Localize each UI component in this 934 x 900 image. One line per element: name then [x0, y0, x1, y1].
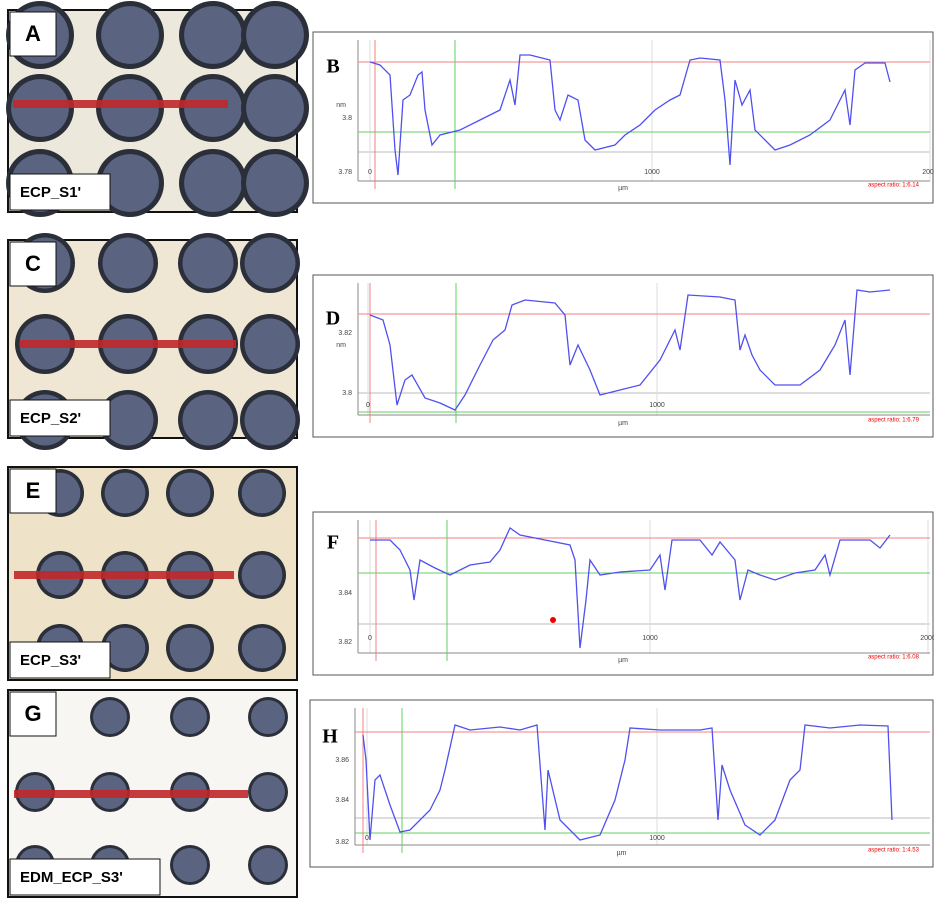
label-box	[9, 468, 57, 514]
aspect-ratio: aspect ratio: 1:6.79	[868, 418, 920, 424]
scan-line	[20, 340, 236, 348]
dimple-inner	[251, 700, 285, 734]
profile-frame	[312, 511, 934, 676]
dimple-inner	[184, 6, 242, 64]
dimple-inner	[102, 237, 154, 289]
x-axis-label: µm	[618, 185, 628, 192]
y-tick-label: 3.84	[335, 797, 349, 804]
dimple-inner	[104, 472, 146, 514]
profile-label: D	[326, 308, 340, 330]
marker-dot	[550, 617, 556, 623]
scan-line	[14, 790, 248, 798]
profile-curve	[362, 724, 893, 841]
y-tick-label: 3.82	[335, 839, 349, 846]
y-tick-label: 3.82	[338, 639, 352, 646]
dimple-inner	[184, 154, 242, 212]
dimple-inner	[241, 627, 283, 669]
profile-frame	[312, 274, 934, 438]
profile-label: F	[327, 532, 339, 554]
x-tick-label: 0	[365, 835, 369, 842]
dimple-inner	[169, 472, 211, 514]
dimple-inner	[101, 6, 159, 64]
x-axis-label: µm	[617, 850, 627, 857]
scan-line	[13, 100, 228, 108]
sample-box	[9, 641, 111, 679]
dimple-inner	[182, 394, 234, 446]
profile-curve	[369, 289, 891, 411]
sample-box	[9, 399, 111, 437]
dimple-inner	[244, 394, 296, 446]
y-tick-label: 3.84	[338, 590, 352, 597]
label-box	[9, 241, 57, 287]
label-box	[9, 11, 57, 57]
profile-label: H	[322, 726, 338, 748]
label-box	[9, 691, 57, 737]
dimple-inner	[93, 700, 127, 734]
sample-box	[9, 858, 161, 896]
x-tick-label: 2000	[922, 169, 934, 176]
y-tick-label: 3.82	[338, 330, 352, 337]
dimple-inner	[246, 154, 304, 212]
x-tick-label: 0	[368, 169, 372, 176]
x-tick-label: 1000	[649, 402, 665, 409]
dimple-inner	[169, 627, 211, 669]
image-label: E	[26, 478, 41, 503]
dimple-inner	[241, 472, 283, 514]
dimple-inner	[101, 154, 159, 212]
profile-frame	[312, 31, 934, 204]
sample-name: ECP_S3'	[20, 652, 81, 669]
profile-frame	[309, 699, 934, 868]
dimple-inner	[246, 79, 304, 137]
x-tick-label: 0	[366, 402, 370, 409]
x-tick-label: 2000	[920, 635, 934, 642]
y-axis-label: nm	[336, 342, 346, 349]
dimple-inner	[246, 6, 304, 64]
x-tick-label: 0	[368, 635, 372, 642]
scan-line	[14, 571, 234, 579]
image-label: A	[25, 21, 41, 46]
dimple-inner	[244, 237, 296, 289]
aspect-ratio: aspect ratio: 1:6.14	[868, 183, 920, 189]
y-tick-label: 3.8	[342, 115, 352, 122]
dimple-inner	[241, 554, 283, 596]
y-tick-label: 3.86	[335, 757, 349, 764]
y-axis-label: nm	[336, 102, 346, 109]
sample-name: ECP_S1'	[20, 184, 81, 201]
dimple-inner	[102, 394, 154, 446]
aspect-ratio: aspect ratio: 1:4.53	[868, 848, 920, 854]
sample-box	[9, 173, 111, 211]
profile-curves	[362, 54, 893, 841]
sample-name: EDM_ECP_S3'	[20, 869, 123, 886]
x-tick-label: 1000	[644, 169, 660, 176]
x-tick-label: 1000	[649, 835, 665, 842]
dimple-inner	[104, 627, 146, 669]
dimple-inner	[251, 775, 285, 809]
profile-label: B	[326, 56, 339, 78]
dimple-inner	[173, 848, 207, 882]
y-tick-label: 3.8	[342, 390, 352, 397]
dimple-inner	[251, 848, 285, 882]
x-axis-label: µm	[618, 657, 628, 664]
dimple-inner	[182, 237, 234, 289]
dimple-inner	[244, 318, 296, 370]
x-axis-label: µm	[618, 420, 628, 427]
x-tick-label: 1000	[642, 635, 658, 642]
profile-curve	[369, 54, 891, 176]
image-label: C	[25, 251, 41, 276]
aspect-ratio: aspect ratio: 1:6.08	[868, 655, 920, 661]
sample-name: ECP_S2'	[20, 410, 81, 427]
profile-curve	[370, 527, 891, 649]
dimple-inner	[173, 700, 207, 734]
y-tick-label: 3.78	[338, 169, 352, 176]
image-label: G	[24, 701, 41, 726]
